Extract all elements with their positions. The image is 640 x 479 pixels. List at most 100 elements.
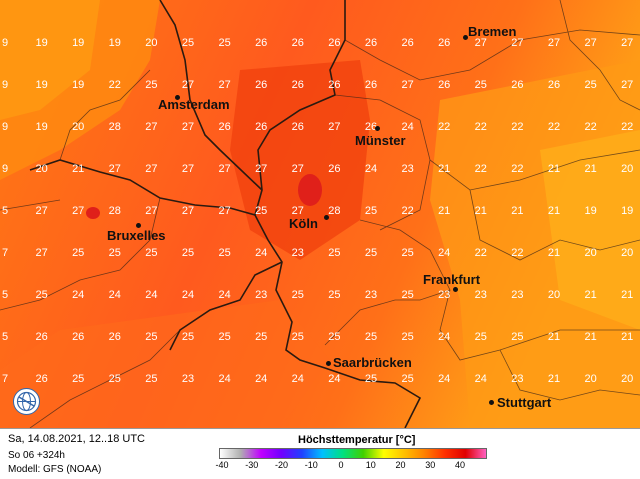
temperature-value: 22 (108, 79, 121, 91)
legend-tick-label: 10 (365, 460, 376, 470)
temperature-value: 28 (108, 121, 121, 133)
temperature-value: 25 (218, 247, 231, 259)
temperature-value: 25 (474, 79, 487, 91)
temperature-value: 27 (328, 121, 341, 133)
temperature-value: 25 (145, 331, 158, 343)
temperature-value: 22 (584, 121, 597, 133)
city-marker (453, 287, 458, 292)
warm-zone-south (0, 300, 330, 428)
temperature-value: 21 (547, 205, 561, 217)
city-label: Amsterdam (158, 97, 230, 112)
temperature-value: 27 (72, 205, 85, 217)
temperature-value: 5 (1, 331, 9, 343)
temperature-value: 27 (621, 79, 634, 91)
temperature-value: 23 (438, 289, 451, 301)
temperature-value: 25 (108, 247, 121, 259)
temperature-value: 21 (511, 205, 524, 217)
temperature-value: 22 (511, 121, 524, 133)
hot-spot-belgium (86, 207, 100, 219)
temperature-value: 20 (35, 163, 48, 175)
temperature-value: 25 (328, 247, 341, 259)
temperature-value: 25 (364, 373, 378, 385)
temperature-value: 27 (145, 121, 158, 133)
temperature-value: 26 (438, 79, 451, 91)
temperature-value: 26 (328, 163, 341, 175)
temperature-value: 25 (511, 331, 524, 343)
temperature-value: 27 (621, 37, 634, 49)
temperature-value: 24 (438, 331, 451, 343)
temperature-value: 27 (181, 79, 195, 91)
city-label: Frankfurt (423, 272, 481, 287)
map-background (0, 0, 640, 428)
temperature-value: 22 (401, 205, 414, 217)
temperature-value: 25 (401, 331, 414, 343)
temperature-value: 21 (474, 205, 487, 217)
globe-logo-icon (13, 388, 40, 415)
temperature-value: 24 (438, 247, 451, 259)
temperature-value: 25 (181, 247, 195, 259)
valid-date-label: Sa, 14.08.2021, 12..18 UTC (8, 433, 145, 445)
temperature-value: 27 (291, 205, 304, 217)
temperature-value: 27 (291, 163, 304, 175)
temperature-value: 26 (438, 37, 451, 49)
temperature-value: 23 (401, 163, 414, 175)
city-marker (326, 361, 331, 366)
model-name-label: Modell: GFS (NOAA) (8, 464, 102, 475)
temperature-value: 27 (218, 205, 231, 217)
temperature-value: 24 (291, 373, 304, 385)
legend-tick-label: -20 (274, 460, 288, 470)
temperature-value: 20 (72, 121, 85, 133)
temperature-value: 22 (474, 121, 487, 133)
temperature-value: 26 (108, 331, 121, 343)
temperature-value: 21 (438, 163, 451, 175)
temperature-value: 19 (621, 205, 634, 217)
temperature-value: 27 (181, 205, 195, 217)
temperature-value: 22 (511, 163, 524, 175)
city-label: Bremen (468, 24, 517, 39)
temperature-value: 9 (1, 37, 9, 49)
temperature-value: 21 (547, 163, 561, 175)
temperature-value: 22 (474, 247, 487, 259)
temperature-value: 25 (401, 247, 414, 259)
temperature-value: 26 (35, 373, 48, 385)
temperature-value: 21 (584, 331, 597, 343)
temperature-value: 25 (291, 331, 304, 343)
temperature-value: 26 (291, 79, 304, 91)
temperature-value: 20 (547, 289, 561, 301)
temperature-value: 20 (145, 37, 158, 49)
temperature-value: 25 (108, 373, 121, 385)
city-label: Stuttgart (497, 395, 552, 410)
temperature-value: 25 (145, 373, 158, 385)
temperature-value: 27 (547, 37, 561, 49)
legend-tick-label: -40 (215, 460, 229, 470)
temperature-value: 24 (72, 289, 85, 301)
city-marker (136, 223, 141, 228)
region-boundaries (0, 0, 640, 428)
country-borders (29, 0, 422, 428)
temperature-value: 19 (72, 37, 85, 49)
temperature-value: 25 (364, 331, 378, 343)
temperature-value: 25 (401, 373, 414, 385)
temperature-value: 25 (145, 247, 158, 259)
temperature-value: 21 (621, 331, 634, 343)
temperature-value: 27 (108, 163, 121, 175)
temperature-value: 19 (72, 79, 85, 91)
temperature-value: 9 (1, 79, 9, 91)
model-run-label: So 06 +324h (8, 450, 65, 461)
temperature-value: 21 (438, 205, 451, 217)
temperature-value: 27 (181, 163, 195, 175)
temperature-value: 19 (35, 79, 48, 91)
city-marker (375, 126, 380, 131)
temperature-value: 22 (474, 163, 487, 175)
temperature-value: 20 (621, 247, 634, 259)
legend-title: Höchsttemperatur [°C] (298, 434, 416, 446)
map-footer: Sa, 14.08.2021, 12..18 UTC So 06 +324h M… (0, 428, 640, 479)
temperature-value: 25 (218, 331, 231, 343)
legend-tick-label: -10 (304, 460, 318, 470)
temperature-value: 22 (547, 121, 561, 133)
city-label: Münster (355, 133, 406, 148)
temperature-value: 25 (145, 79, 158, 91)
legend-tick-label: 0 (338, 460, 344, 470)
temperature-value: 25 (181, 37, 195, 49)
temperature-value: 21 (547, 373, 561, 385)
